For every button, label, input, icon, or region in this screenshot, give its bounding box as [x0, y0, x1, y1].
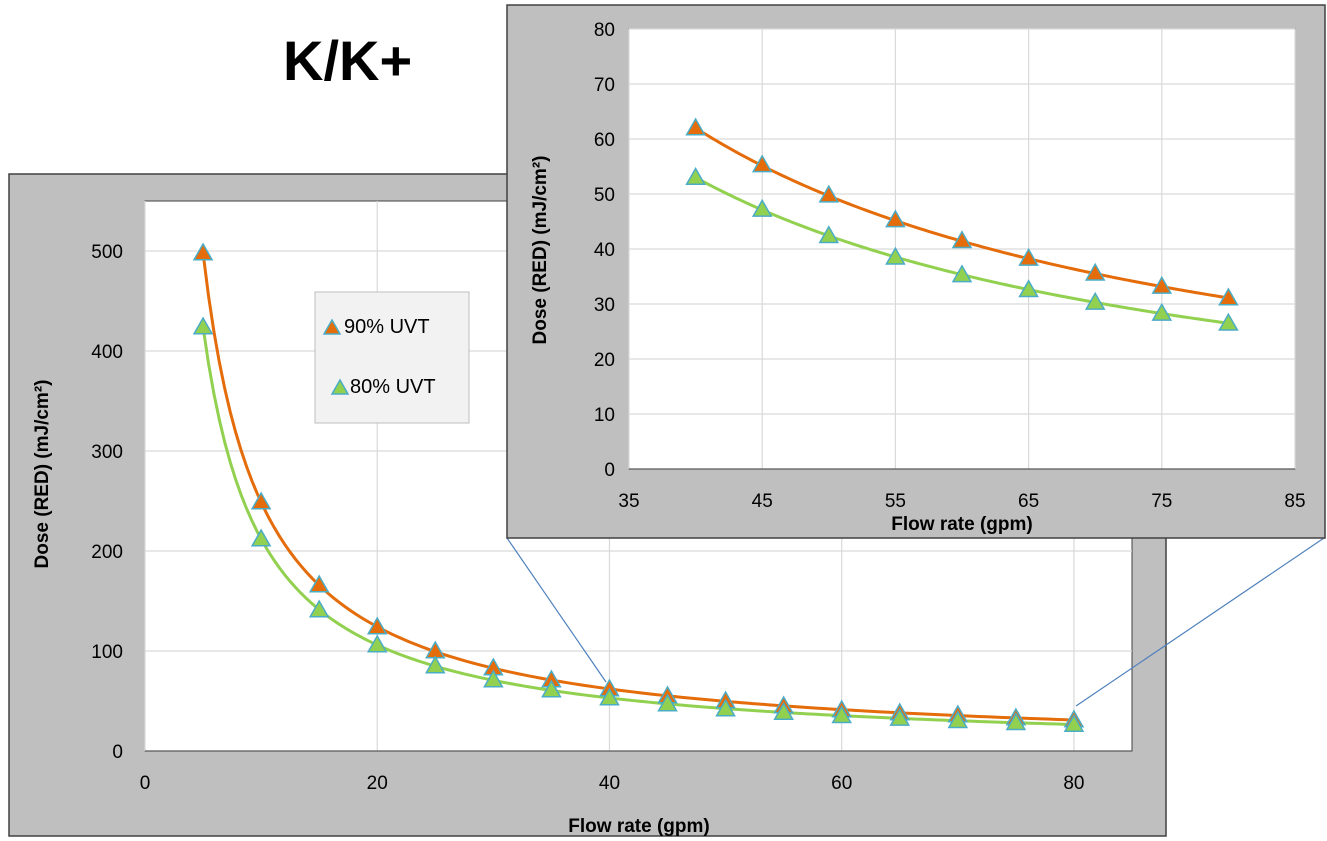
main-series-1-point	[425, 655, 446, 674]
inset-series-0-point	[1151, 275, 1173, 294]
inset-x-axis-title: Flow rate (gpm)	[891, 514, 1032, 535]
main-series-0-point	[366, 616, 388, 635]
inset-series-0-point	[1018, 247, 1039, 266]
inset-series-0-point	[751, 154, 773, 173]
main-series-1-point	[947, 710, 969, 729]
inset-series-1-point	[951, 264, 973, 283]
main-x-tick-label: 80	[1063, 773, 1084, 794]
inset-series-0-point	[1218, 287, 1239, 306]
inset-x-tick-label: 45	[752, 491, 773, 512]
inset-y-tick-label: 80	[594, 20, 615, 41]
zoom-connector-right	[1075, 537, 1325, 707]
inset-series-1-point	[685, 166, 706, 185]
inset-series-0-point	[951, 230, 973, 249]
main-y-tick-label: 200	[91, 542, 123, 563]
legend-marker-90	[322, 318, 342, 335]
inset-series-1-point	[1151, 302, 1173, 321]
main-y-axis-title: Dose (RED) (mJ/cm²)	[32, 380, 53, 569]
main-series-1-point	[366, 634, 388, 653]
main-series-line-1	[201, 326, 1074, 726]
inset-y-tick-label: 30	[594, 295, 615, 316]
inset-y-tick-label: 60	[594, 130, 615, 151]
main-series-1-point	[599, 687, 620, 706]
main-series-1-point	[831, 705, 852, 724]
main-x-tick-label: 60	[831, 773, 852, 794]
inset-series-1-point	[1218, 312, 1239, 331]
main-series-1-point	[773, 701, 794, 720]
inset-series-0-point	[885, 209, 906, 228]
inset-series-0-point	[685, 117, 706, 136]
inset-series-0-point	[1084, 262, 1106, 281]
inset-series-group	[685, 117, 1239, 331]
main-y-tick-label: 300	[91, 442, 123, 463]
inset-x-tick-label: 55	[885, 491, 906, 512]
main-x-axis-title: Flow rate (gpm)	[568, 816, 709, 837]
inset-x-tick-label: 35	[618, 491, 639, 512]
inset-series-1-point	[1018, 279, 1039, 298]
main-series-1-point	[889, 707, 911, 726]
main-y-tick-label: 0	[112, 742, 123, 763]
inset-y-tick-label: 70	[594, 75, 615, 96]
legend: 90% UVT 80% UVT	[314, 291, 470, 424]
main-series-1-point	[483, 669, 504, 688]
main-series-1-point	[192, 316, 214, 335]
page-title: K/K+	[283, 29, 412, 92]
main-series-line-0	[201, 252, 1074, 722]
main-series-0-point	[192, 242, 214, 261]
main-y-tick-label: 100	[91, 642, 123, 663]
inset-tick-labels: 35 45 55 65 75 85 0 10 20 30 40 50 60 70 80	[594, 20, 1306, 512]
inset-y-tick-label: 40	[594, 240, 615, 261]
main-y-tick-label: 500	[91, 242, 123, 263]
inset-series-1-point	[885, 246, 906, 265]
main-x-tick-label: 0	[140, 773, 151, 794]
inset-series-1-point	[818, 225, 840, 244]
main-series-1-point	[308, 599, 330, 618]
legend-marker-80	[330, 378, 350, 395]
main-series-group	[192, 242, 1085, 732]
inset-y-tick-label: 10	[594, 405, 615, 426]
inset-x-tick-label: 85	[1284, 491, 1305, 512]
inset-y-tick-label: 50	[594, 185, 615, 206]
main-series-0-point	[250, 491, 272, 510]
inset-series-1-point	[1084, 291, 1106, 310]
legend-label-80: 80% UVT	[350, 376, 436, 398]
main-series-1-point	[541, 679, 562, 698]
main-series-1-point	[657, 693, 678, 712]
inset-y-tick-label: 20	[594, 350, 615, 371]
inset-y-axis-title: Dose (RED) (mJ/cm²)	[530, 156, 551, 345]
zoom-connector-left	[506, 537, 607, 683]
inset-x-tick-label: 65	[1018, 491, 1039, 512]
main-series-1-point	[250, 528, 272, 547]
main-x-tick-label: 40	[599, 773, 620, 794]
main-series-0-point	[308, 574, 330, 593]
main-series-1-point	[715, 698, 736, 717]
legend-label-90: 90% UVT	[344, 316, 430, 338]
legend-box	[314, 291, 470, 424]
main-y-tick-label: 400	[91, 342, 123, 363]
inset-y-tick-label: 0	[604, 460, 615, 481]
main-series-1-point	[1063, 713, 1085, 732]
main-series-1-point	[1005, 712, 1027, 731]
inset-series-1-point	[751, 198, 773, 217]
inset-x-tick-label: 75	[1151, 491, 1172, 512]
inset-series-0-point	[818, 184, 840, 203]
main-x-tick-label: 20	[367, 773, 388, 794]
